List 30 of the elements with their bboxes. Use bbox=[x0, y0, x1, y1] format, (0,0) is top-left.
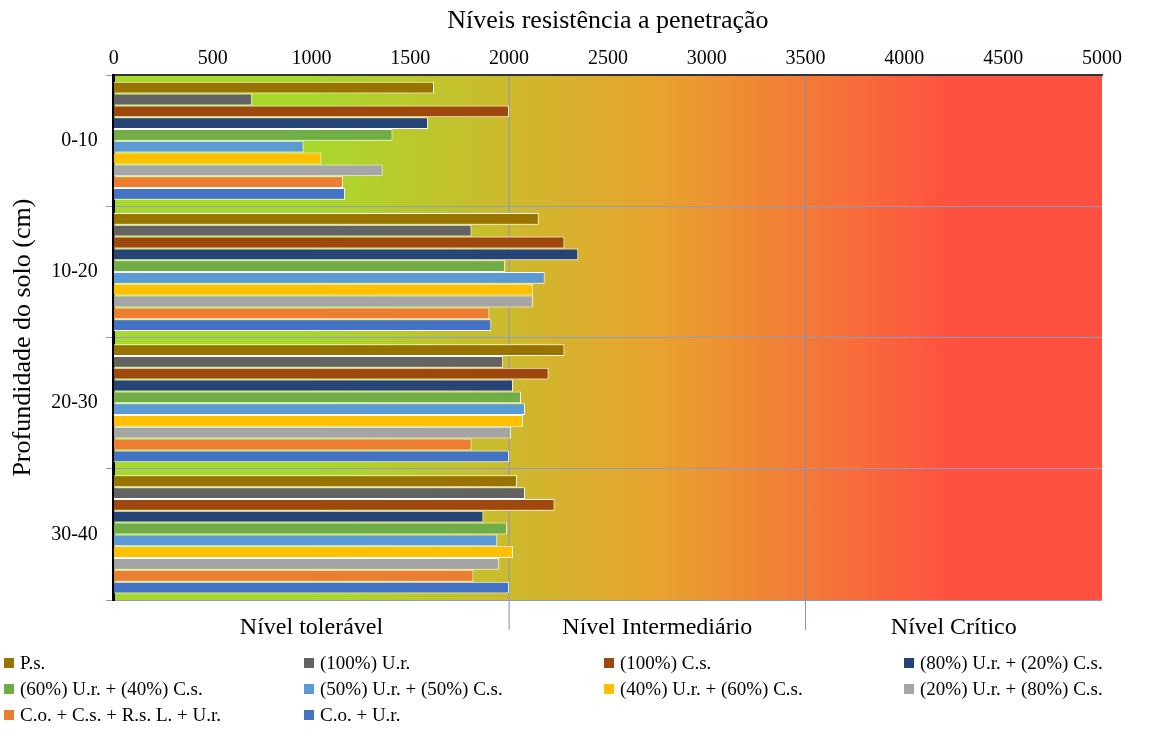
x-tick-label: 0 bbox=[108, 46, 119, 69]
legend-label: P.s. bbox=[20, 652, 46, 674]
legend-label: C.o. + U.r. bbox=[320, 704, 401, 726]
x-tick-label: 4000 bbox=[884, 46, 925, 69]
y-tick-label: 10-20 bbox=[51, 259, 98, 282]
legend-label: (40%) U.r. + (60%) C.s. bbox=[620, 678, 803, 700]
legend-label: (50%) U.r. + (50%) C.s. bbox=[320, 678, 503, 700]
band-label: Nível Intermediário bbox=[562, 613, 753, 640]
legend-label: (20%) U.r. + (80%) C.s. bbox=[920, 678, 1103, 700]
y-tick-label: 20-30 bbox=[51, 390, 98, 413]
x-tick-label: 5000 bbox=[1082, 46, 1122, 69]
x-tick-label: 500 bbox=[197, 46, 228, 69]
y-tick-label: 0-10 bbox=[61, 128, 98, 151]
y-axis-title: Profundidade do solo (cm) bbox=[7, 198, 37, 477]
band-label: Nível Crítico bbox=[890, 613, 1017, 640]
x-tick-label: 3000 bbox=[686, 46, 727, 69]
legend-label: (100%) C.s. bbox=[620, 652, 712, 674]
x-tick-label: 3500 bbox=[785, 46, 826, 69]
legend-label: (80%) U.r. + (20%) C.s. bbox=[920, 652, 1103, 674]
x-axis-title: Níveis resistência a penetração bbox=[447, 5, 769, 35]
legend-label: (100%) U.r. bbox=[320, 652, 411, 674]
band-label: Nível tolerável bbox=[239, 613, 384, 640]
legend-label: (60%) U.r. + (40%) C.s. bbox=[20, 678, 203, 700]
x-tick-label: 4500 bbox=[983, 46, 1024, 69]
x-tick-label: 1000 bbox=[291, 46, 332, 69]
x-tick-label: 2000 bbox=[489, 46, 530, 69]
legend-label: C.o. + C.s. + R.s. L. + U.r. bbox=[20, 704, 222, 726]
x-tick-label: 1500 bbox=[390, 46, 431, 69]
y-tick-label: 30-40 bbox=[51, 521, 98, 544]
x-tick-label: 2500 bbox=[587, 46, 628, 69]
